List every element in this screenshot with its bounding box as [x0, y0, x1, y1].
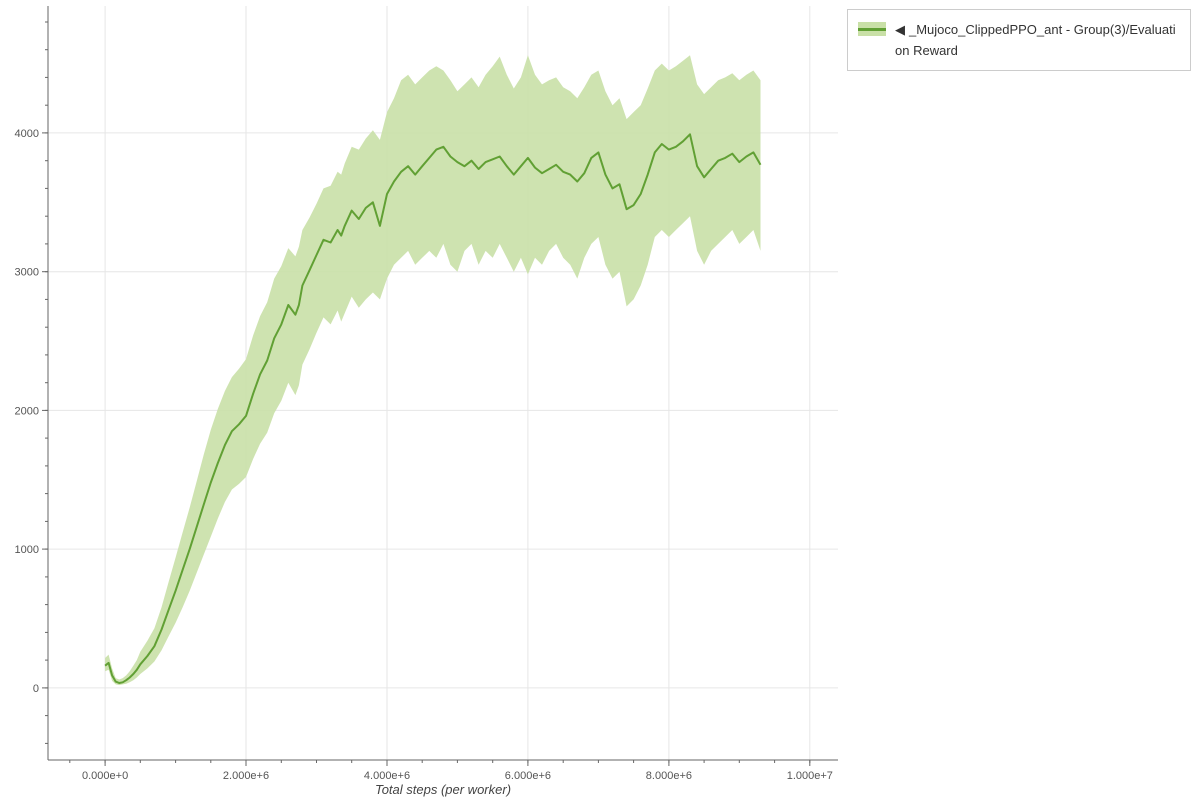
legend: ◀ _Mujoco_ClippedPPO_ant - Group(3)/Evalu…: [847, 9, 1191, 71]
y-tick-label: 0: [33, 683, 39, 695]
y-tick-label: 1000: [15, 544, 39, 556]
legend-collapse-icon[interactable]: ◀: [895, 22, 905, 37]
x-tick-label: 2.000e+6: [223, 770, 269, 782]
confidence-band: [105, 55, 761, 686]
x-tick-label: 1.000e+7: [787, 770, 833, 782]
y-tick-label: 3000: [15, 267, 39, 279]
legend-label: _Mujoco_ClippedPPO_ant - Group(3)/Evalua…: [895, 22, 1176, 58]
x-axis-title: Total steps (per worker): [374, 782, 512, 797]
legend-swatch-line-icon: [858, 27, 886, 31]
legend-swatch-band: [858, 22, 886, 36]
legend-entry-text: ◀ _Mujoco_ClippedPPO_ant - Group(3)/Evalu…: [895, 19, 1180, 61]
x-tick-label: 8.000e+6: [646, 770, 692, 782]
mean-reward-line: [104, 133, 762, 684]
legend-item[interactable]: ◀ _Mujoco_ClippedPPO_ant - Group(3)/Evalu…: [858, 19, 1180, 61]
x-tick-label: 0.000e+0: [82, 770, 128, 782]
x-tick-label: 4.000e+6: [364, 770, 410, 782]
y-tick-label: 2000: [15, 405, 39, 417]
x-tick-label: 6.000e+6: [505, 770, 551, 782]
y-tick-label: 4000: [15, 128, 39, 140]
